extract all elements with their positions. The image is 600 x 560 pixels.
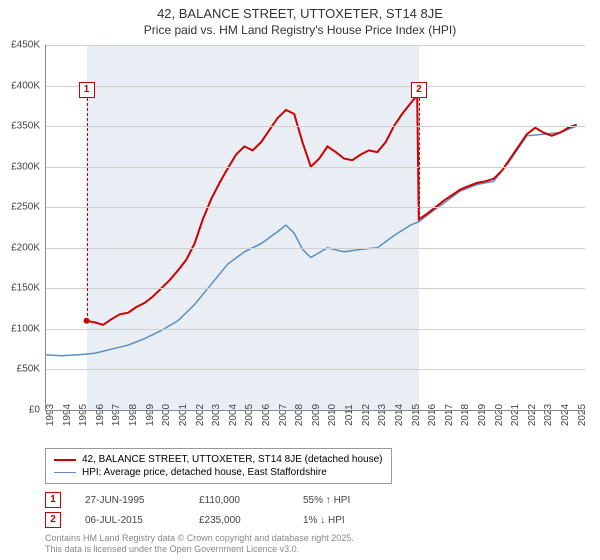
x-axis-label: 2001 (178, 404, 189, 426)
x-axis-label: 2008 (294, 404, 305, 426)
x-axis-label: 1999 (145, 404, 156, 426)
x-axis-label: 2006 (261, 404, 272, 426)
chart-subtitle: Price paid vs. HM Land Registry's House … (0, 21, 600, 37)
x-axis-label: 1998 (128, 404, 139, 426)
plot-area: £0£50K£100K£150K£200K£250K£300K£350K£400… (45, 45, 585, 410)
x-axis-label: 2005 (244, 404, 255, 426)
x-axis-label: 2016 (427, 404, 438, 426)
transaction-row: 127-JUN-1995£110,00055% ↑ HPI (45, 492, 350, 508)
x-axis-label: 2022 (527, 404, 538, 426)
x-axis-label: 2004 (228, 404, 239, 426)
x-axis-label: 2009 (311, 404, 322, 426)
x-axis-label: 1997 (111, 404, 122, 426)
x-axis-label: 2014 (394, 404, 405, 426)
chart-lines (45, 45, 585, 410)
y-axis-label: £200K (0, 242, 40, 253)
chart-title: 42, BALANCE STREET, UTTOXETER, ST14 8JE (0, 0, 600, 21)
x-axis-label: 2015 (411, 404, 422, 426)
footer-line1: Contains HM Land Registry data © Crown c… (45, 533, 354, 545)
y-axis-label: £50K (0, 364, 40, 375)
y-axis-label: £350K (0, 121, 40, 132)
x-axis-label: 2019 (477, 404, 488, 426)
legend: 42, BALANCE STREET, UTTOXETER, ST14 8JE … (45, 448, 392, 484)
y-axis-label: £450K (0, 40, 40, 51)
x-axis-label: 2003 (211, 404, 222, 426)
x-axis-label: 2012 (361, 404, 372, 426)
x-axis-label: 1995 (78, 404, 89, 426)
legend-item: HPI: Average price, detached house, East… (54, 466, 383, 479)
y-axis-label: £150K (0, 283, 40, 294)
x-axis-label: 2018 (460, 404, 471, 426)
x-axis-label: 2011 (344, 404, 355, 426)
x-axis-label: 2025 (577, 404, 588, 426)
x-axis-label: 1993 (45, 404, 56, 426)
x-axis-label: 2020 (494, 404, 505, 426)
x-axis-label: 2017 (444, 404, 455, 426)
x-axis-label: 2023 (543, 404, 554, 426)
y-axis-label: £100K (0, 323, 40, 334)
chart-marker: 1 (79, 82, 95, 98)
x-axis-label: 2000 (161, 404, 172, 426)
y-axis-label: £0 (0, 405, 40, 416)
x-axis-label: 2007 (278, 404, 289, 426)
footer: Contains HM Land Registry data © Crown c… (45, 533, 354, 556)
x-axis-label: 2010 (327, 404, 338, 426)
chart-marker: 2 (411, 82, 427, 98)
x-axis-label: 2013 (377, 404, 388, 426)
transaction-row: 206-JUL-2015£235,0001% ↓ HPI (45, 512, 345, 528)
x-axis-label: 2024 (560, 404, 571, 426)
legend-item: 42, BALANCE STREET, UTTOXETER, ST14 8JE … (54, 453, 383, 466)
x-axis-label: 1994 (62, 404, 73, 426)
footer-line2: This data is licensed under the Open Gov… (45, 544, 354, 556)
y-axis-label: £400K (0, 80, 40, 91)
chart-container: 42, BALANCE STREET, UTTOXETER, ST14 8JE … (0, 0, 600, 560)
y-axis-label: £250K (0, 202, 40, 213)
x-axis-label: 1996 (95, 404, 106, 426)
x-axis-label: 2002 (195, 404, 206, 426)
x-axis-label: 2021 (510, 404, 521, 426)
y-axis-label: £300K (0, 161, 40, 172)
